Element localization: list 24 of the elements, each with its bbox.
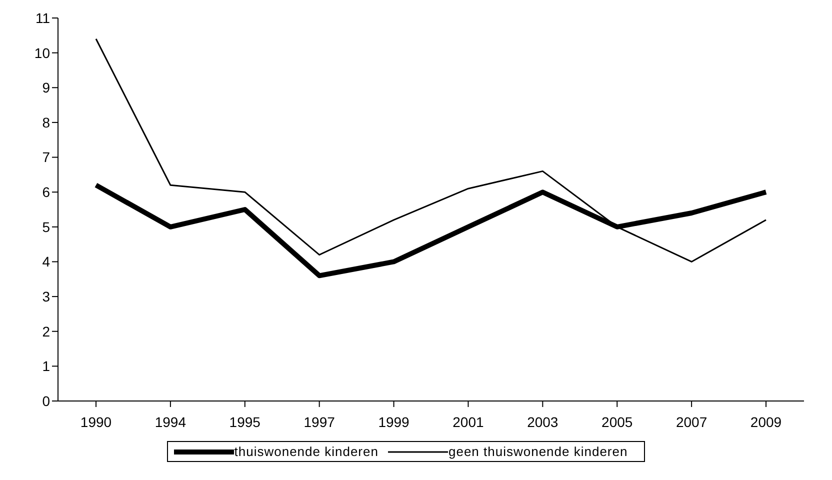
- x-tick-label: 2001: [452, 414, 484, 430]
- y-tick-label: 5: [42, 218, 50, 235]
- y-tick-label: 4: [42, 254, 50, 270]
- y-tick-label: 0: [42, 392, 50, 409]
- y-tick-label: 11: [35, 10, 50, 26]
- y-tick-label: 9: [42, 80, 50, 96]
- y-tick-label: 6: [42, 184, 50, 200]
- x-tick-label: 2003: [527, 414, 558, 430]
- x-tick-label: 1994: [154, 414, 186, 430]
- y-tick-label: 1: [42, 358, 50, 374]
- y-tick-label: 2: [42, 323, 50, 340]
- x-tick-label: 1995: [229, 414, 261, 430]
- y-tick-label: 3: [42, 288, 50, 305]
- x-tick-label: 1999: [378, 414, 410, 430]
- x-tick-label: 2007: [676, 414, 708, 430]
- legend-label: geen thuiswonende kinderen: [448, 444, 628, 459]
- y-tick-label: 7: [42, 149, 50, 166]
- legend-label: thuiswonende kinderen: [234, 444, 378, 459]
- y-tick-label: 10: [34, 44, 50, 61]
- x-tick-label: 2009: [750, 414, 782, 430]
- y-tick-label: 8: [42, 114, 50, 130]
- x-tick-label: 2005: [602, 414, 633, 430]
- x-tick-label: 1990: [80, 414, 112, 430]
- x-tick-label: 1997: [304, 414, 336, 430]
